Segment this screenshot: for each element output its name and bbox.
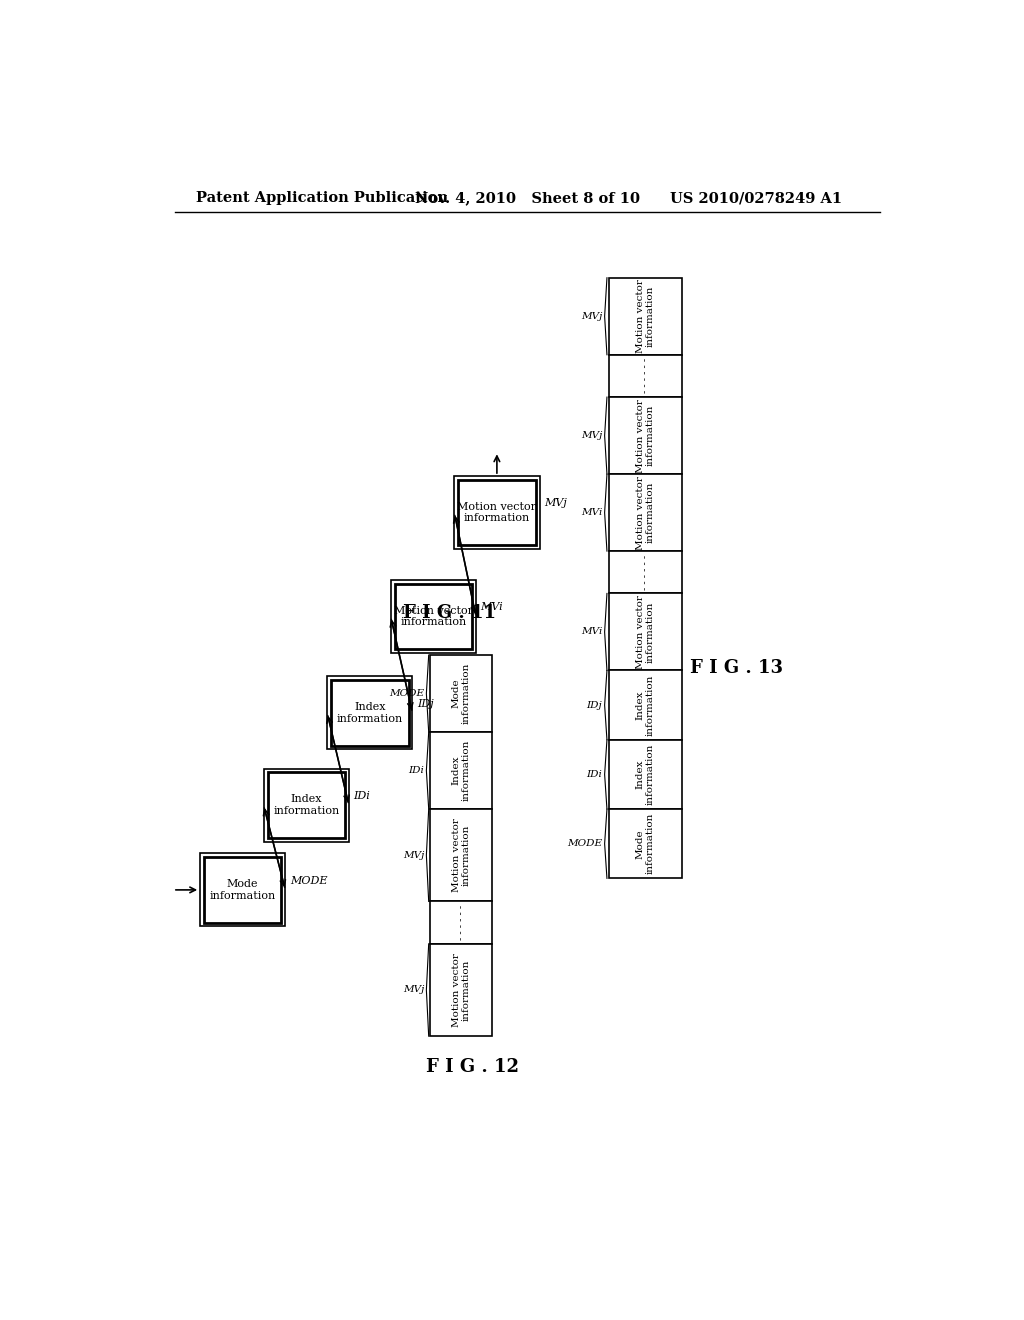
Text: IDi: IDi [409,766,424,775]
Bar [267,772,345,838]
Text: Mode
information: Mode information [452,663,471,725]
Text: MODE: MODE [389,689,424,698]
Text: Index
information: Index information [273,795,339,816]
Text: F I G . 11: F I G . 11 [403,603,496,622]
Text: MODE: MODE [290,875,328,886]
Text: Motion vector
information: Motion vector information [636,280,655,354]
Bar [430,809,493,902]
Bar [458,480,536,545]
Text: F I G . 12: F I G . 12 [426,1059,519,1076]
Text: Nov. 4, 2010   Sheet 8 of 10: Nov. 4, 2010 Sheet 8 of 10 [415,191,640,206]
Text: Motion vector
information: Motion vector information [452,818,471,892]
Text: MODE: MODE [567,840,602,849]
Bar [204,857,282,923]
Text: Mode
information: Mode information [636,813,655,874]
Text: Motion vector
information: Motion vector information [636,475,655,549]
Bar [608,739,682,809]
Text: MVj: MVj [402,986,424,994]
Text: Motion vector
information: Motion vector information [394,606,473,627]
Bar [455,477,540,549]
Bar [608,552,682,594]
Bar [608,277,682,355]
Bar [328,676,413,750]
Bar [430,733,493,809]
Text: IDj: IDj [417,698,434,709]
Bar [608,474,682,552]
Text: Motion vector
information: Motion vector information [452,953,471,1027]
Text: MVj: MVj [402,851,424,859]
Text: IDi: IDi [353,791,371,801]
Text: Mode
information: Mode information [210,879,275,900]
Text: MVi: MVi [581,508,602,517]
Text: F I G . 13: F I G . 13 [690,659,783,677]
Text: - - - - - -: - - - - - - [457,906,466,940]
Bar [391,579,476,653]
Text: US 2010/0278249 A1: US 2010/0278249 A1 [671,191,843,206]
Text: MVi: MVi [480,602,503,612]
Bar [430,655,493,733]
Bar [430,902,493,944]
Text: Motion vector
information: Motion vector information [458,502,537,524]
Text: Patent Application Publication: Patent Application Publication [197,191,449,206]
Bar [394,583,472,649]
Text: Motion vector
information: Motion vector information [636,399,655,473]
Bar [608,671,682,739]
Text: MVj: MVj [544,499,567,508]
Text: MVj: MVj [581,432,602,440]
Bar [331,680,409,746]
Bar [263,768,349,842]
Bar [200,853,286,927]
Text: MVi: MVi [581,627,602,636]
Text: Index
information: Index information [452,741,471,801]
Text: Index
information: Index information [337,702,402,723]
Text: - - - - - -: - - - - - - [641,554,650,590]
Bar [608,594,682,671]
Text: Index
information: Index information [636,675,655,735]
Text: IDj: IDj [587,701,602,710]
Text: - - - - - -: - - - - - - [641,358,650,393]
Text: MVj: MVj [581,312,602,321]
Bar [608,809,682,878]
Text: IDi: IDi [587,770,602,779]
Bar [430,944,493,1036]
Bar [608,355,682,397]
Text: Motion vector
information: Motion vector information [636,595,655,669]
Bar [608,397,682,474]
Text: Index
information: Index information [636,743,655,805]
